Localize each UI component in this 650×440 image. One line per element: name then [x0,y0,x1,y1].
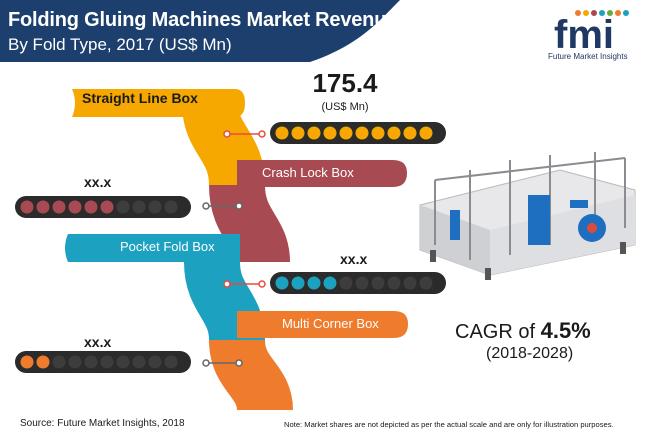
header-band [0,0,400,62]
cagr-period: (2018-2028) [486,345,574,362]
segment-multi-corner-box-1 [20,355,34,369]
segment-crash-lock-box-9 [148,200,162,214]
segment-pocket-fold-box-9 [403,276,417,290]
segment-multi-corner-box-4 [68,355,82,369]
segment-multi-corner-box-9 [148,355,162,369]
segment-pocket-fold-box-3 [307,276,321,290]
segment-multi-corner-box-2 [36,355,50,369]
segment-multi-corner-box-8 [132,355,146,369]
segment-straight-line-box-7 [371,126,385,140]
segment-crash-lock-box-7 [116,200,130,214]
connector-crash [202,202,243,210]
flow-curve-multi [209,337,293,413]
segment-multi-corner-box-10 [164,355,178,369]
category-label-multi-corner-box: Multi Corner Box [282,316,379,331]
segment-multi-corner-box-7 [116,355,130,369]
segment-straight-line-box-10 [419,126,433,140]
folding-gluing-machine-image [419,152,636,280]
segment-crash-lock-box-2 [36,200,50,214]
fmi-logo: fmi [554,10,629,57]
source-text: Source: Future Market Insights, 2018 [20,418,185,429]
segment-crash-lock-box-1 [20,200,34,214]
category-label-crash-lock-box: Crash Lock Box [262,165,354,180]
segment-pocket-fold-box-10 [419,276,433,290]
flow-curve-pocket [184,260,265,342]
segment-pocket-fold-box-7 [371,276,385,290]
value-unit-label: (US$ Mn) [321,101,369,113]
segment-pocket-fold-box-5 [339,276,353,290]
bar-multi-corner-box [237,311,408,338]
connector-straight [223,130,266,138]
segment-crash-lock-box-10 [164,200,178,214]
flow-curve-crash [209,183,290,265]
cagr-text: CAGR of 4.5% [455,318,591,344]
category-label-straight-line-box: Straight Line Box [82,90,198,106]
data-label-straight-line-box: 175.4 [312,68,378,98]
segment-pocket-fold-box-1 [275,276,289,290]
segment-pocket-fold-box-8 [387,276,401,290]
bar-straight-line-box [72,89,245,117]
segment-straight-line-box-4 [323,126,337,140]
data-label-multi-corner-box: xx.x [84,334,112,350]
chart-subtitle: By Fold Type, 2017 (US$ Mn) [8,35,232,54]
segment-straight-line-box-1 [275,126,289,140]
segment-straight-line-box-6 [355,126,369,140]
segment-crash-lock-box-8 [132,200,146,214]
segment-straight-line-box-8 [387,126,401,140]
segment-straight-line-box-9 [403,126,417,140]
data-label-pocket-fold-box: xx.x [340,251,368,267]
cagr-prefix: CAGR of [455,321,536,343]
cagr-value: 4.5% [540,318,591,343]
chart-title: Folding Gluing Machines Market Revenue [8,9,398,31]
category-label-pocket-fold-box: Pocket Fold Box [120,239,215,254]
segment-crash-lock-box-3 [52,200,66,214]
data-label-crash-lock-box: xx.x [84,174,112,190]
segment-straight-line-box-2 [291,126,305,140]
logo-caption: Future Market Insights [548,52,628,61]
segment-pocket-fold-box-4 [323,276,337,290]
segment-multi-corner-box-5 [84,355,98,369]
segment-multi-corner-box-3 [52,355,66,369]
bar-crash-lock-box [237,160,407,187]
segment-straight-line-box-5 [339,126,353,140]
bar-pocket-fold-box [65,234,240,262]
connector-pocket [223,280,266,288]
segment-straight-line-box-3 [307,126,321,140]
logo-text: fmi [554,13,614,57]
segment-pocket-fold-box-2 [291,276,305,290]
segment-multi-corner-box-6 [100,355,114,369]
segment-crash-lock-box-5 [84,200,98,214]
connector-multi [202,359,243,367]
segment-crash-lock-box-4 [68,200,82,214]
segment-crash-lock-box-6 [100,200,114,214]
note-text: Note: Market shares are not depicted as … [284,420,614,429]
logo-dots-icon [575,10,629,16]
segment-pocket-fold-box-6 [355,276,369,290]
